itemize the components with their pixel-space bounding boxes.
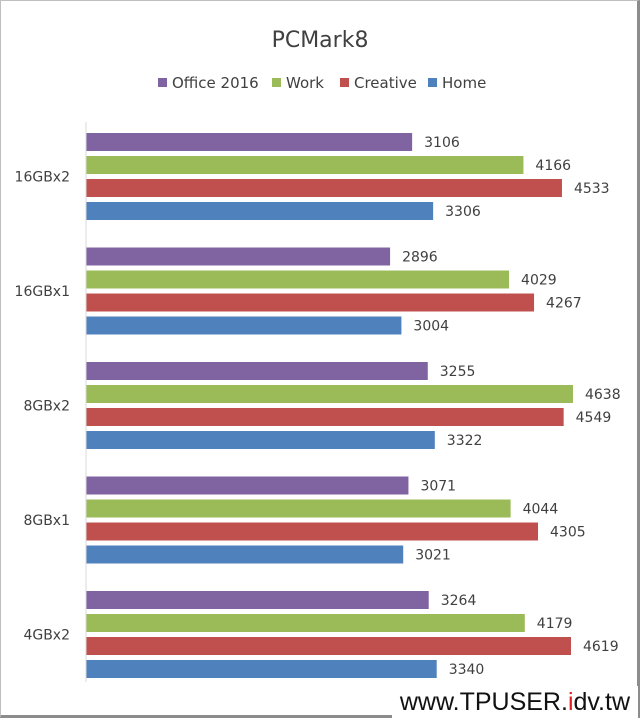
data-label: 3255 xyxy=(440,364,476,380)
legend-label: Creative xyxy=(354,74,417,92)
bar xyxy=(86,660,437,678)
legend-swatch xyxy=(428,78,437,87)
data-label: 2896 xyxy=(402,250,438,266)
category-label: 8GBx2 xyxy=(23,399,70,415)
category-label: 16GBx2 xyxy=(15,170,70,186)
watermark-red-letter: i xyxy=(567,688,574,716)
data-label: 4267 xyxy=(546,296,582,312)
data-label: 4305 xyxy=(550,525,586,541)
data-label: 4533 xyxy=(574,181,610,197)
bar xyxy=(86,431,435,449)
bar xyxy=(86,408,564,426)
bar xyxy=(86,179,562,197)
data-label: 3322 xyxy=(447,433,483,449)
legend-swatch xyxy=(272,78,281,87)
bar xyxy=(86,385,573,403)
legend: Office 2016 Work Creative Home xyxy=(158,74,486,92)
bar xyxy=(86,614,525,632)
data-label: 4179 xyxy=(537,616,573,632)
legend-label: Home xyxy=(442,74,486,92)
bar xyxy=(86,133,413,151)
data-label: 4029 xyxy=(521,273,557,289)
bar xyxy=(86,247,391,266)
data-label: 4549 xyxy=(576,410,612,426)
category-label: 4GBx2 xyxy=(23,628,70,644)
bar xyxy=(86,499,511,518)
legend-label: Work xyxy=(286,74,324,92)
chart-title: PCMark8 xyxy=(272,28,369,53)
bar xyxy=(86,591,429,609)
bar xyxy=(86,637,571,655)
data-label: 3071 xyxy=(420,479,456,495)
bar xyxy=(86,476,409,495)
bar xyxy=(86,545,404,564)
watermark: www.TPUSER.idv.tw xyxy=(391,686,638,719)
bar xyxy=(86,522,539,541)
legend-swatch xyxy=(158,78,167,87)
data-label: 3021 xyxy=(415,548,451,564)
bar xyxy=(86,270,510,289)
bar xyxy=(86,362,428,380)
data-label: 3306 xyxy=(445,204,481,220)
bar xyxy=(86,202,434,220)
data-label: 3004 xyxy=(413,319,449,335)
bar xyxy=(86,156,524,174)
category-label: 16GBx1 xyxy=(15,284,70,300)
data-label: 3340 xyxy=(449,662,485,678)
data-label: 3264 xyxy=(441,593,477,609)
data-label: 3106 xyxy=(424,135,460,151)
data-label: 4044 xyxy=(523,502,559,518)
category-label: 8GBx1 xyxy=(23,513,70,529)
bar xyxy=(86,316,402,335)
bar xyxy=(86,293,535,312)
data-label: 4638 xyxy=(585,387,621,403)
legend-label: Office 2016 xyxy=(172,74,259,92)
watermark-text: www.TPUSER. xyxy=(399,688,568,716)
legend-swatch xyxy=(340,78,349,87)
watermark-text-end: dv.tw xyxy=(573,688,631,716)
data-label: 4166 xyxy=(535,158,571,174)
data-label: 4619 xyxy=(583,639,619,655)
